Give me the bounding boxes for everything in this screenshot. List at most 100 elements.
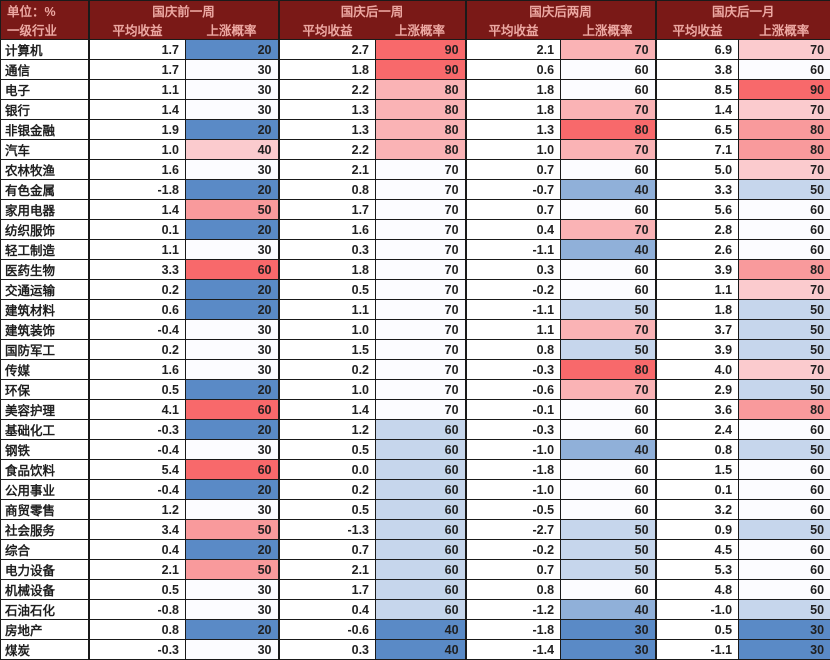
avg-return-cell: 5.4 bbox=[89, 460, 186, 480]
win-rate-cell: 90 bbox=[739, 80, 830, 100]
avg-return-cell: 2.1 bbox=[279, 560, 376, 580]
avg-return-cell: 1.9 bbox=[89, 120, 186, 140]
win-rate-cell: 90 bbox=[376, 60, 466, 80]
industry-cell: 纺织服饰 bbox=[1, 220, 89, 240]
avg-return-cell: 0.9 bbox=[656, 520, 739, 540]
industry-cell: 机械设备 bbox=[1, 580, 89, 600]
win-rate-cell: 20 bbox=[186, 620, 279, 640]
avg-return-cell: 1.3 bbox=[279, 100, 376, 120]
win-rate-cell: 70 bbox=[739, 280, 830, 300]
win-rate-cell: 60 bbox=[561, 400, 656, 420]
win-rate-cell: 80 bbox=[376, 80, 466, 100]
avg-return-cell: 4.0 bbox=[656, 360, 739, 380]
avg-return-cell: 0.7 bbox=[466, 160, 561, 180]
win-rate-header: 上涨概率 bbox=[376, 20, 466, 40]
win-rate-cell: 30 bbox=[186, 600, 279, 620]
win-rate-cell: 50 bbox=[739, 320, 830, 340]
win-rate-cell: 50 bbox=[561, 300, 656, 320]
avg-return-cell: 1.8 bbox=[279, 260, 376, 280]
column-group-post-holiday-week: 国庆后一周 bbox=[279, 1, 466, 21]
group-header-row: 单位：% 国庆前一周 国庆后一周 国庆后两周 国庆后一月 bbox=[1, 1, 830, 21]
avg-return-cell: 3.4 bbox=[89, 520, 186, 540]
win-rate-cell: 50 bbox=[561, 340, 656, 360]
win-rate-cell: 70 bbox=[376, 220, 466, 240]
win-rate-cell: 60 bbox=[186, 460, 279, 480]
avg-return-cell: 1.4 bbox=[656, 100, 739, 120]
win-rate-cell: 20 bbox=[186, 120, 279, 140]
avg-return-cell: 2.1 bbox=[89, 560, 186, 580]
win-rate-cell: 30 bbox=[561, 620, 656, 640]
avg-return-cell: 0.0 bbox=[279, 460, 376, 480]
win-rate-cell: 20 bbox=[186, 380, 279, 400]
avg-return-cell: 6.9 bbox=[656, 40, 739, 60]
avg-return-cell: 1.0 bbox=[466, 140, 561, 160]
avg-return-cell: 0.8 bbox=[466, 340, 561, 360]
win-rate-cell: 30 bbox=[186, 320, 279, 340]
avg-return-cell: 1.2 bbox=[279, 420, 376, 440]
win-rate-cell: 50 bbox=[186, 520, 279, 540]
win-rate-cell: 50 bbox=[739, 340, 830, 360]
avg-return-header: 平均收益 bbox=[89, 20, 186, 40]
win-rate-cell: 60 bbox=[739, 580, 830, 600]
avg-return-cell: 4.5 bbox=[656, 540, 739, 560]
industry-cell: 轻工制造 bbox=[1, 240, 89, 260]
avg-return-cell: 2.2 bbox=[279, 140, 376, 160]
win-rate-cell: 40 bbox=[561, 240, 656, 260]
avg-return-cell: 0.8 bbox=[89, 620, 186, 640]
avg-return-cell: -0.4 bbox=[89, 480, 186, 500]
win-rate-cell: 30 bbox=[186, 580, 279, 600]
industry-cell: 家用电器 bbox=[1, 200, 89, 220]
avg-return-cell: 1.1 bbox=[89, 80, 186, 100]
industry-cell: 通信 bbox=[1, 60, 89, 80]
avg-return-cell: 0.3 bbox=[466, 260, 561, 280]
avg-return-cell: -0.4 bbox=[89, 320, 186, 340]
avg-return-cell: 5.0 bbox=[656, 160, 739, 180]
win-rate-cell: 50 bbox=[739, 180, 830, 200]
win-rate-cell: 30 bbox=[186, 60, 279, 80]
industry-cell: 钢铁 bbox=[1, 440, 89, 460]
win-rate-cell: 60 bbox=[561, 260, 656, 280]
win-rate-cell: 60 bbox=[739, 460, 830, 480]
win-rate-cell: 50 bbox=[561, 540, 656, 560]
avg-return-cell: -1.0 bbox=[466, 480, 561, 500]
win-rate-cell: 30 bbox=[186, 340, 279, 360]
avg-return-cell: 2.8 bbox=[656, 220, 739, 240]
avg-return-cell: 2.7 bbox=[279, 40, 376, 60]
win-rate-cell: 60 bbox=[376, 420, 466, 440]
avg-return-cell: 4.8 bbox=[656, 580, 739, 600]
win-rate-cell: 80 bbox=[739, 140, 830, 160]
avg-return-cell: -0.8 bbox=[89, 600, 186, 620]
win-rate-cell: 80 bbox=[376, 140, 466, 160]
avg-return-cell: -1.1 bbox=[466, 300, 561, 320]
avg-return-cell: -0.5 bbox=[466, 500, 561, 520]
win-rate-cell: 60 bbox=[739, 240, 830, 260]
win-rate-cell: 80 bbox=[561, 360, 656, 380]
avg-return-cell: 1.4 bbox=[279, 400, 376, 420]
avg-return-cell: 1.7 bbox=[279, 580, 376, 600]
avg-return-cell: -1.8 bbox=[89, 180, 186, 200]
win-rate-cell: 30 bbox=[186, 80, 279, 100]
industry-cell: 传媒 bbox=[1, 360, 89, 380]
win-rate-cell: 70 bbox=[376, 280, 466, 300]
win-rate-cell: 30 bbox=[186, 100, 279, 120]
win-rate-cell: 70 bbox=[376, 380, 466, 400]
win-rate-cell: 50 bbox=[561, 560, 656, 580]
win-rate-cell: 70 bbox=[376, 300, 466, 320]
win-rate-cell: 80 bbox=[739, 400, 830, 420]
win-rate-cell: 60 bbox=[561, 500, 656, 520]
win-rate-cell: 20 bbox=[186, 40, 279, 60]
win-rate-cell: 60 bbox=[739, 480, 830, 500]
win-rate-cell: 40 bbox=[376, 620, 466, 640]
